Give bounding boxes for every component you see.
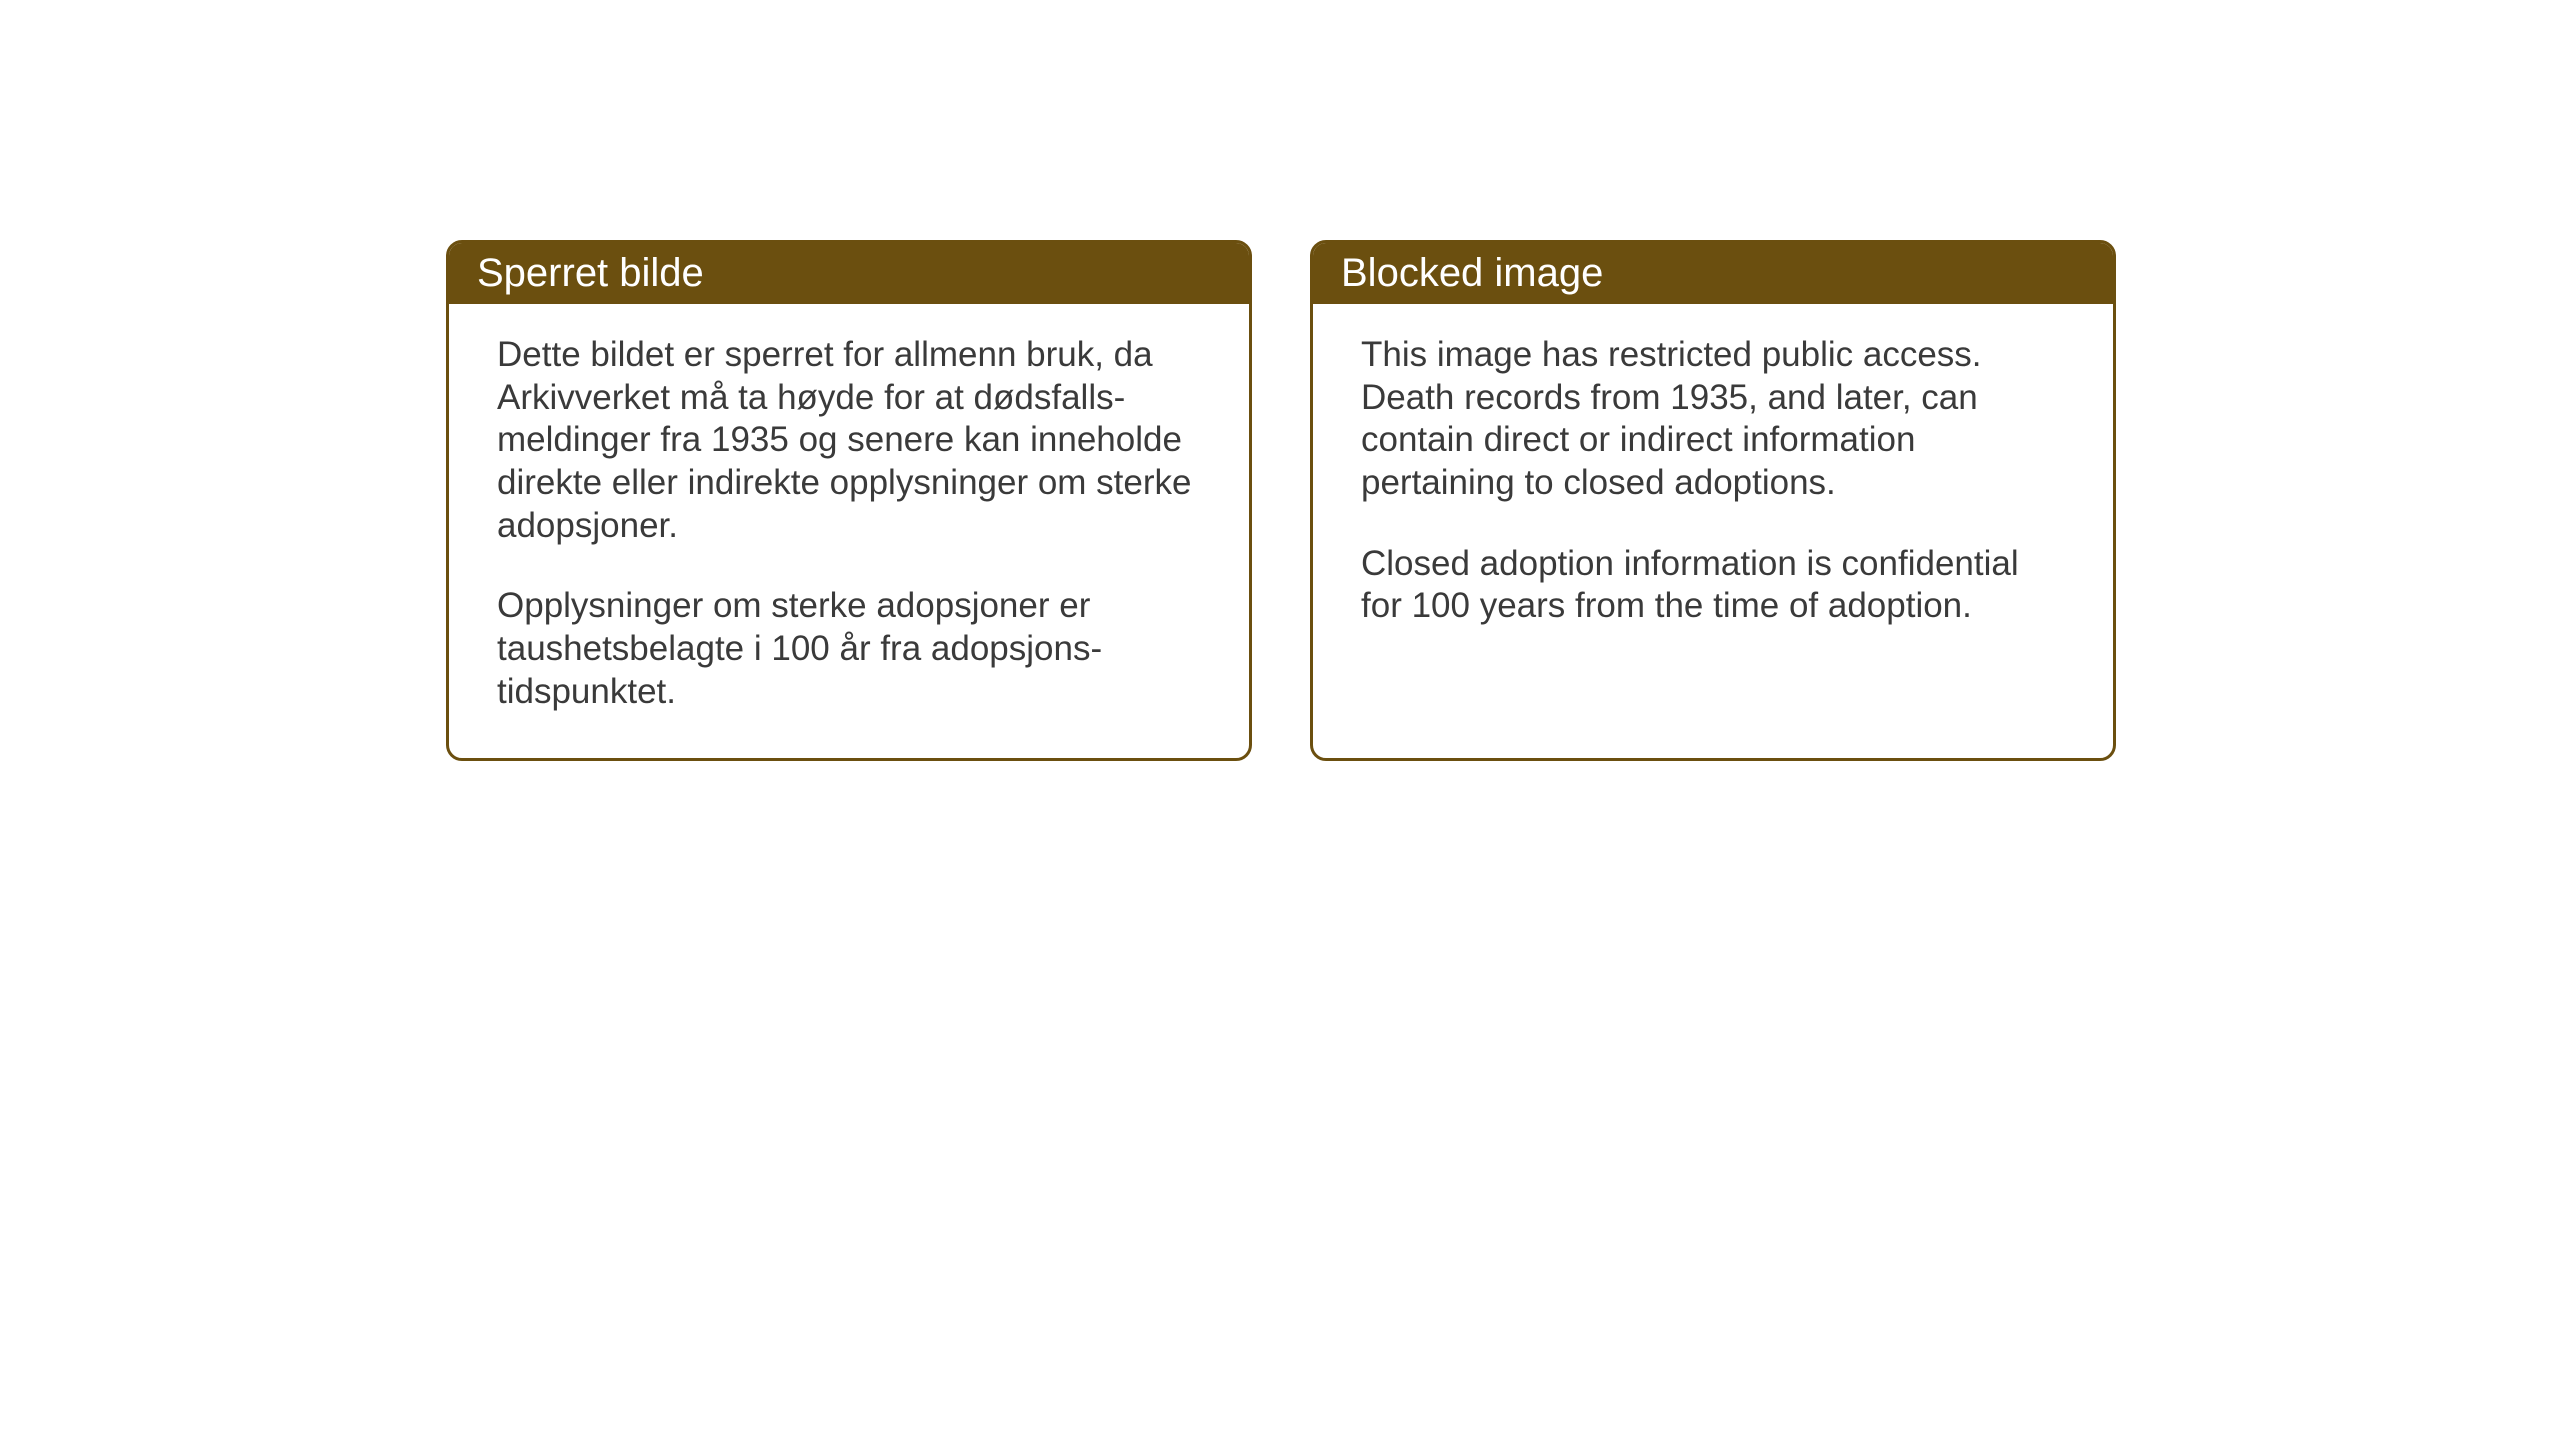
box-header-norwegian: Sperret bilde bbox=[449, 243, 1249, 304]
paragraph-text: This image has restricted public access.… bbox=[1361, 334, 2065, 505]
info-box-english: Blocked image This image has restricted … bbox=[1310, 240, 2116, 761]
paragraph-text: Dette bildet er sperret for allmenn bruk… bbox=[497, 334, 1201, 547]
paragraph-text: Closed adoption information is confident… bbox=[1361, 543, 2065, 628]
paragraph-text: Opplysninger om sterke adopsjoner er tau… bbox=[497, 585, 1201, 713]
info-box-norwegian: Sperret bilde Dette bildet er sperret fo… bbox=[446, 240, 1252, 761]
box-body-norwegian: Dette bildet er sperret for allmenn bruk… bbox=[449, 304, 1249, 758]
box-header-english: Blocked image bbox=[1313, 243, 2113, 304]
box-body-english: This image has restricted public access.… bbox=[1313, 304, 2113, 672]
info-boxes-container: Sperret bilde Dette bildet er sperret fo… bbox=[446, 240, 2116, 761]
